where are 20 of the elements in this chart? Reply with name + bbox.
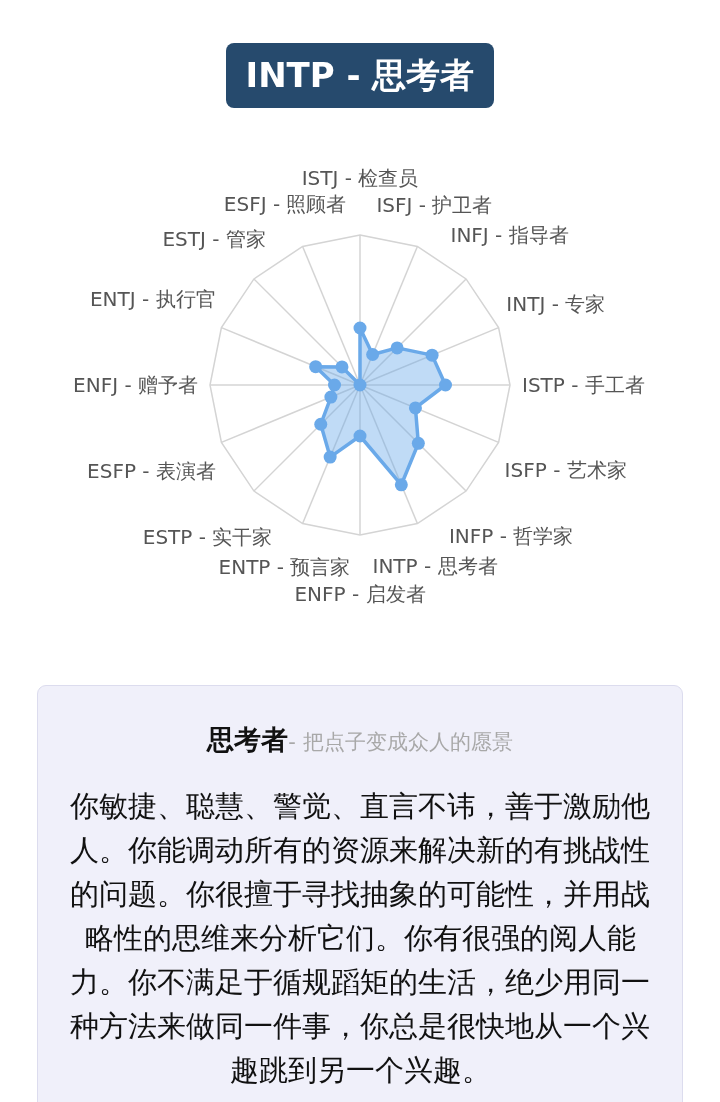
text: - 把点子变成众人的愿景 [288,730,513,754]
spoke-label: ENTP - 预言家 [218,555,351,580]
spoke-label: ENTJ - 执行官 [89,287,216,312]
spoke-label: INFP - 哲学家 [448,524,574,549]
spoke-label: ENFJ - 赠予者 [73,373,198,397]
spoke-label: ESFJ - 照顾者 [223,192,347,217]
spoke-label: ESTP - 实干家 [142,525,273,550]
spoke-label: INTJ - 专家 [506,291,606,316]
spoke-label: ISFJ - 护卫者 [376,193,493,218]
spoke-label: ISFP - 艺术家 [504,458,627,483]
chart-title: INTP - 思考者 [245,53,475,97]
spoke-label: ENFP - 启发者 [294,582,426,606]
text: 思考者 [207,724,289,755]
spoke-label: INTP - 思考者 [372,554,498,579]
spoke-label: ISTP - 手工者 [522,373,645,397]
spoke-label: ESFP - 表演者 [87,459,216,484]
spoke-label: ISTJ - 检查员 [301,166,419,190]
spoke-label: ESTJ - 管家 [162,227,266,252]
spoke-label: INFJ - 指导者 [450,223,569,248]
text: 你敏捷、聪慧、警觉、直言不讳，善于激励他人。你能调动所有的资源来解决新的有挑战性的问题。你很擅于寻找抽象的可能性，并用战略性的思维来分析它们。你有很强的阅人能力。你不满足于循规蹈矩的生活，绝少用同一种方法来做同一件事，你总是很快地从一个兴趣跳到另一个兴趣。 [69,788,651,1089]
